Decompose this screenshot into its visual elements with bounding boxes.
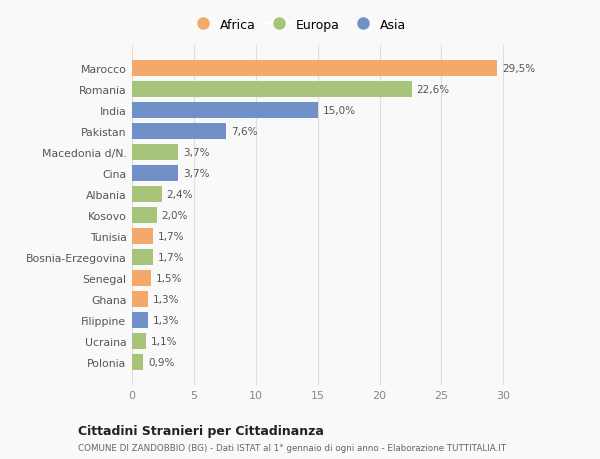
- Text: 3,7%: 3,7%: [183, 169, 209, 179]
- Text: 0,9%: 0,9%: [148, 357, 175, 367]
- Text: 1,3%: 1,3%: [153, 295, 179, 304]
- Bar: [132, 103, 317, 119]
- Bar: [132, 271, 151, 286]
- Text: 29,5%: 29,5%: [502, 64, 535, 74]
- Bar: [132, 313, 148, 328]
- Text: 15,0%: 15,0%: [323, 106, 356, 116]
- Bar: [132, 334, 146, 349]
- Text: 1,7%: 1,7%: [158, 252, 184, 263]
- Text: 2,4%: 2,4%: [167, 190, 193, 200]
- Bar: [132, 229, 153, 245]
- Bar: [132, 354, 143, 370]
- Text: 1,3%: 1,3%: [153, 315, 179, 325]
- Legend: Africa, Europa, Asia: Africa, Europa, Asia: [187, 15, 410, 35]
- Text: 1,1%: 1,1%: [151, 336, 177, 347]
- Bar: [132, 62, 497, 77]
- Text: 3,7%: 3,7%: [183, 148, 209, 158]
- Text: 1,5%: 1,5%: [155, 274, 182, 284]
- Text: 22,6%: 22,6%: [416, 85, 450, 95]
- Bar: [132, 291, 148, 308]
- Text: COMUNE DI ZANDOBBIO (BG) - Dati ISTAT al 1° gennaio di ogni anno - Elaborazione : COMUNE DI ZANDOBBIO (BG) - Dati ISTAT al…: [78, 443, 506, 452]
- Bar: [132, 250, 153, 265]
- Bar: [132, 208, 157, 224]
- Text: 1,7%: 1,7%: [158, 232, 184, 241]
- Bar: [132, 145, 178, 161]
- Bar: [132, 166, 178, 182]
- Text: 7,6%: 7,6%: [231, 127, 257, 137]
- Bar: [132, 124, 226, 140]
- Text: Cittadini Stranieri per Cittadinanza: Cittadini Stranieri per Cittadinanza: [78, 425, 324, 437]
- Bar: [132, 187, 162, 202]
- Bar: [132, 82, 412, 98]
- Text: 2,0%: 2,0%: [162, 211, 188, 221]
